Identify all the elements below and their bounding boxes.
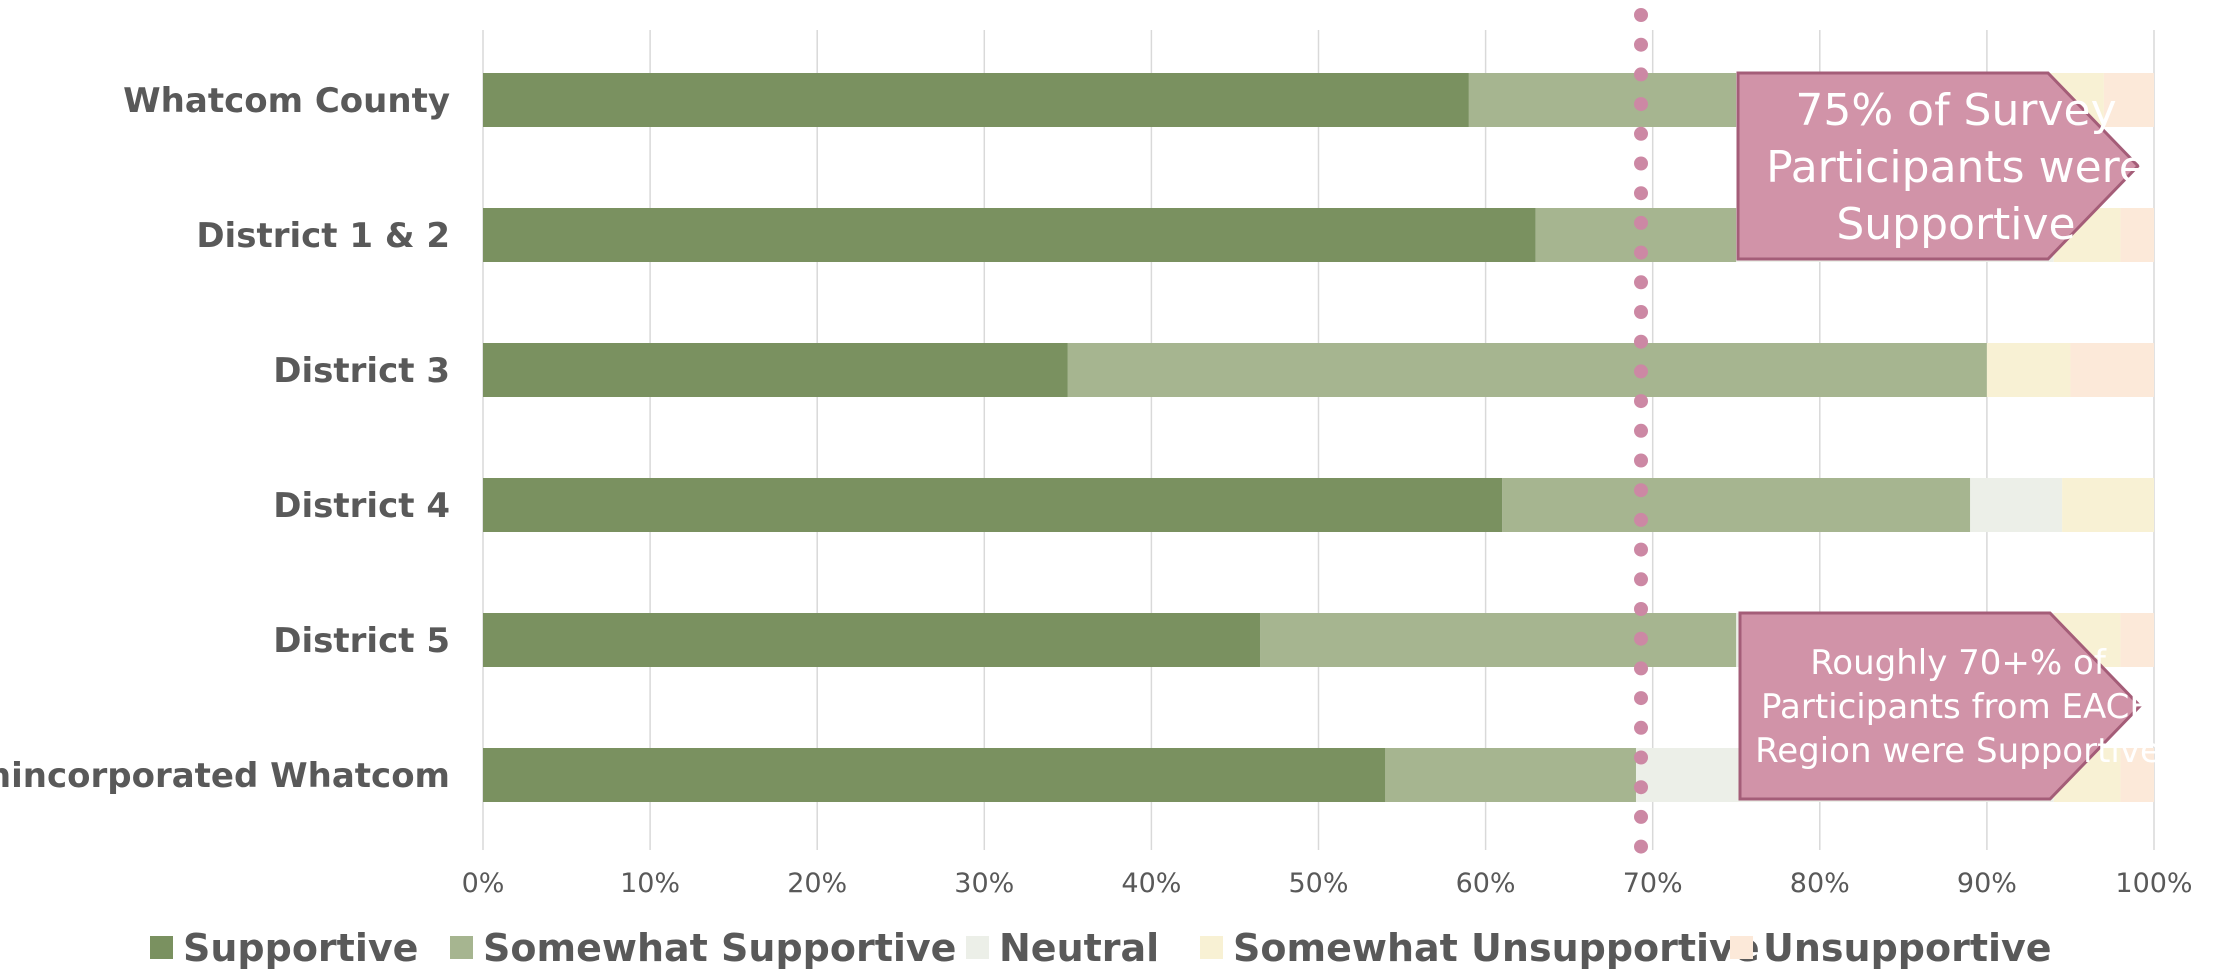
bar-segment-supportive — [483, 73, 1469, 127]
reference-line-dot — [1634, 661, 1649, 676]
reference-line-dot — [1634, 215, 1649, 230]
reference-line-dot — [1634, 126, 1649, 141]
bar-segment-supportive — [483, 748, 1386, 802]
legend-item-unsupportive: Unsupportive — [1730, 926, 2052, 970]
reference-line-dot — [1634, 275, 1649, 290]
category-label: District 4 — [273, 486, 450, 526]
callout-arrow — [1738, 611, 2143, 801]
reference-line-dot — [1634, 37, 1649, 52]
bar-segment-unsupportive — [2103, 73, 2154, 127]
bar-segment-somewhat-supportive — [1260, 613, 1737, 667]
legend-label: Somewhat Supportive — [483, 926, 956, 970]
reference-line-dot — [1634, 691, 1649, 706]
reference-line-dot — [1634, 364, 1649, 379]
legend-swatch — [450, 936, 473, 959]
bar-segment-somewhat-unsupportive — [1986, 343, 2071, 397]
reference-line-dot — [1634, 394, 1649, 409]
reference-line-dot — [1634, 334, 1649, 349]
reference-line-dot — [1634, 512, 1649, 527]
legend-swatch — [1200, 936, 1223, 959]
x-tick-label: 80% — [1790, 868, 1850, 899]
x-tick-label: 100% — [2115, 868, 2192, 899]
callout-text: Supportive — [1836, 199, 2075, 250]
reference-line-dot — [1634, 750, 1649, 765]
legend-label: Neutral — [999, 926, 1159, 970]
legend-item-supportive: Supportive — [150, 926, 418, 970]
bar-segment-unsupportive — [2120, 208, 2154, 262]
category-label: District 1 & 2 — [196, 216, 450, 256]
bar-segment-supportive — [483, 613, 1261, 667]
x-tick-label: 50% — [1288, 868, 1348, 899]
reference-line-dot — [1634, 156, 1649, 171]
reference-line-dot — [1634, 245, 1649, 260]
reference-line-dot — [1634, 720, 1649, 735]
reference-line-dot — [1634, 602, 1649, 616]
x-tick-label: 30% — [954, 868, 1014, 899]
bar-segment-somewhat-unsupportive — [2062, 478, 2154, 532]
legend-swatch — [150, 936, 173, 959]
bar-segment-neutral — [1970, 478, 2063, 532]
x-tick-label: 70% — [1623, 868, 1683, 899]
category-label: District 5 — [273, 621, 450, 661]
legend-label: Somewhat Unsupportive — [1233, 926, 1760, 970]
reference-line-dot — [1634, 97, 1649, 112]
reference-line-dot — [1634, 631, 1649, 646]
reference-line-dot — [1634, 423, 1649, 438]
x-tick-label: 0% — [462, 868, 505, 899]
bar-segment-supportive — [483, 208, 1536, 262]
legend-swatch — [1730, 936, 1753, 959]
x-tick-label: 10% — [620, 868, 680, 899]
bar-segment-unsupportive — [2120, 613, 2154, 667]
x-tick-label: 60% — [1456, 868, 1516, 899]
bar-segment-supportive — [483, 343, 1068, 397]
x-tick-label: 90% — [1957, 868, 2017, 899]
reference-line-dot — [1634, 305, 1649, 319]
category-label: Unincorporated Whatcom — [0, 756, 450, 796]
legend-label: Supportive — [183, 926, 418, 970]
reference-line-dot — [1634, 483, 1649, 498]
x-tick-label: 20% — [787, 868, 847, 899]
reference-line-dot — [1634, 809, 1649, 824]
reference-line-dot — [1634, 839, 1649, 854]
category-label: District 3 — [273, 351, 450, 391]
bar-segment-somewhat-supportive — [1067, 343, 1987, 397]
callout-text: Participants from EACH — [1761, 687, 2155, 727]
legend-swatch — [966, 936, 989, 959]
bar-segment-unsupportive — [2120, 748, 2154, 802]
bar-segment-supportive — [483, 478, 1503, 532]
bar-segment-unsupportive — [2070, 343, 2154, 397]
bar-segment-somewhat-supportive — [1502, 478, 1971, 532]
callout-arrow — [1736, 71, 2141, 261]
reference-line-dot — [1634, 67, 1649, 82]
x-tick-label: 40% — [1121, 868, 1181, 899]
reference-line-dot — [1634, 186, 1649, 201]
legend-item-somewhat-supportive: Somewhat Supportive — [450, 926, 956, 970]
legend-label: Unsupportive — [1763, 926, 2052, 970]
reference-line-dot — [1634, 8, 1649, 22]
bar-segment-somewhat-supportive — [1385, 748, 1636, 802]
reference-line-dot — [1634, 780, 1649, 795]
callout-text: 75% of Survey — [1795, 85, 2116, 136]
reference-line-dot — [1634, 542, 1649, 557]
legend-item-somewhat-unsupportive: Somewhat Unsupportive — [1200, 926, 1760, 970]
callout-text: Participants were — [1766, 142, 2146, 193]
callout-text: Roughly 70+% of — [1810, 643, 2107, 683]
legend-item-neutral: Neutral — [966, 926, 1159, 970]
bar-segment-somewhat-supportive — [1468, 73, 1737, 127]
reference-line-dot — [1634, 453, 1649, 468]
reference-line-dot — [1634, 572, 1649, 587]
category-label: Whatcom County — [123, 81, 450, 121]
callout-text: Region were Supportive — [1755, 731, 2161, 771]
